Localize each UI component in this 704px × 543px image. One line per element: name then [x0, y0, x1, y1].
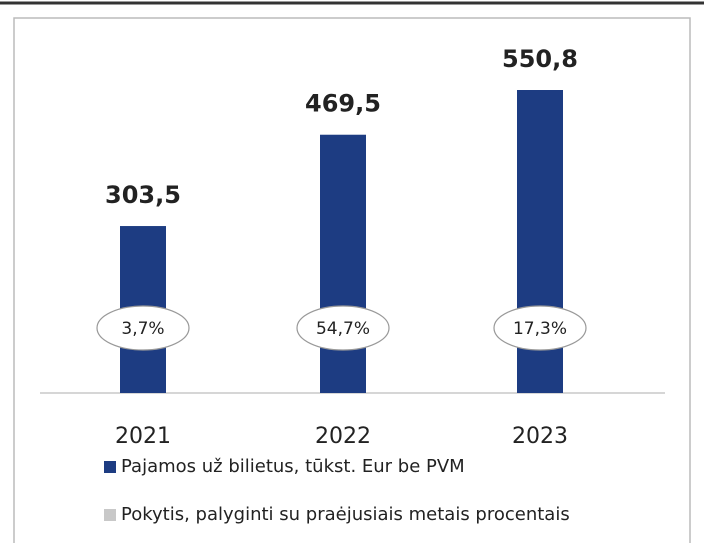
change-ellipse: [96, 305, 190, 351]
chart-frame: [13, 17, 691, 543]
value-label: 550,8: [502, 45, 578, 73]
bar: [320, 134, 366, 393]
legend-label: Pokytis, palyginti su praėjusiais metais…: [121, 504, 570, 525]
change-ellipse: [493, 305, 587, 351]
change-label: 3,7%: [121, 319, 164, 339]
value-label: 469,5: [305, 90, 381, 118]
change-ellipse: [296, 305, 390, 351]
legend-swatch: [104, 509, 116, 521]
x-tick-label: 2023: [512, 424, 568, 449]
x-tick-label: 2021: [115, 424, 171, 449]
legend-swatch: [104, 461, 116, 473]
change-label: 54,7%: [316, 319, 370, 339]
x-tick-label: 2022: [315, 424, 371, 449]
legend-label: Pajamos už bilietus, tūkst. Eur be PVM: [121, 456, 465, 477]
change-label: 17,3%: [513, 319, 567, 339]
value-label: 303,5: [105, 181, 181, 209]
